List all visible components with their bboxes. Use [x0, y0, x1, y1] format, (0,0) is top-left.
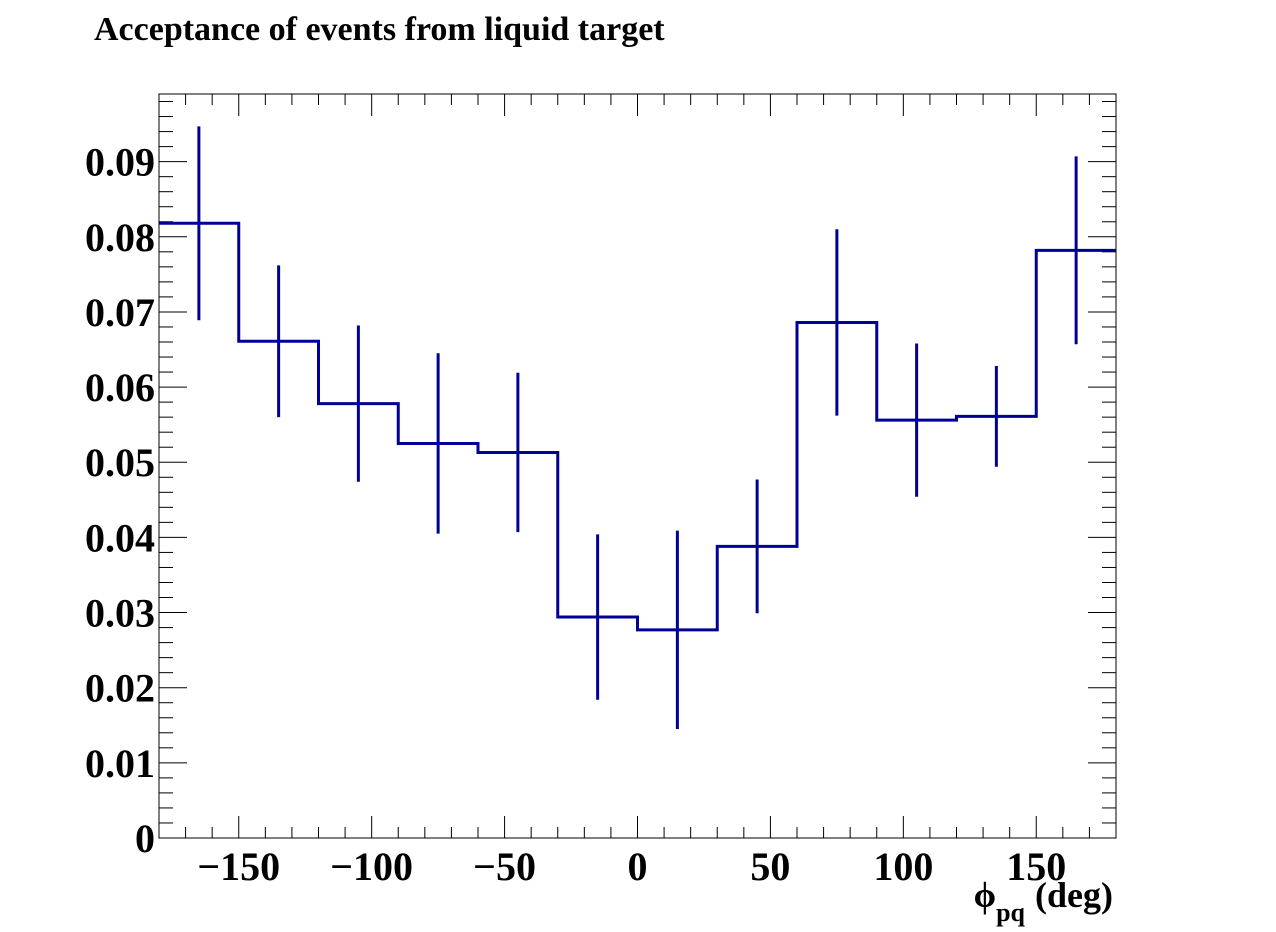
x-axis-label-symbol: ϕ: [974, 875, 996, 915]
x-tick-label: −50: [473, 844, 536, 889]
histogram-series: [159, 221, 1116, 632]
x-tick-label: −150: [197, 844, 280, 889]
chart-title: Acceptance of events from liquid target: [94, 11, 665, 48]
plot-area-border: [158, 93, 1117, 839]
histogram-step-line: [159, 221, 1116, 632]
x-tick-label: −100: [330, 844, 413, 889]
x-tick-label: 50: [750, 844, 790, 889]
y-tick-label: 0.07: [85, 290, 155, 335]
x-tick-label: 150: [1006, 844, 1066, 889]
y-tick-label: 0.04: [85, 515, 155, 560]
x-axis-label: ϕpq (deg): [974, 875, 1113, 927]
axis-ticks: [159, 94, 1116, 839]
y-axis-tick-labels: 0 0.01 0.02 0.03 0.04 0.05 0.06 0.07 0.08 0.09: [85, 140, 155, 861]
y-tick-label: 0.02: [85, 666, 155, 711]
y-tick-label: 0.09: [85, 140, 155, 185]
x-tick-label: 100: [873, 844, 933, 889]
y-tick-label: 0.01: [85, 741, 155, 786]
error-bars: [197, 126, 1078, 730]
y-tick-label: 0.06: [85, 365, 155, 410]
x-axis-tick-labels: −150 −100 −50 0 50 100 150: [197, 844, 1066, 889]
x-tick-label: 0: [628, 844, 648, 889]
plot-frame: [158, 93, 1117, 839]
y-tick-label: 0.05: [85, 440, 155, 485]
y-tick-label: 0.08: [85, 215, 155, 260]
y-tick-label: 0: [135, 816, 155, 861]
x-axis-label-unit: (deg): [1035, 875, 1113, 915]
x-axis-label-subscript: pq: [996, 898, 1025, 927]
y-tick-label: 0.03: [85, 591, 155, 636]
